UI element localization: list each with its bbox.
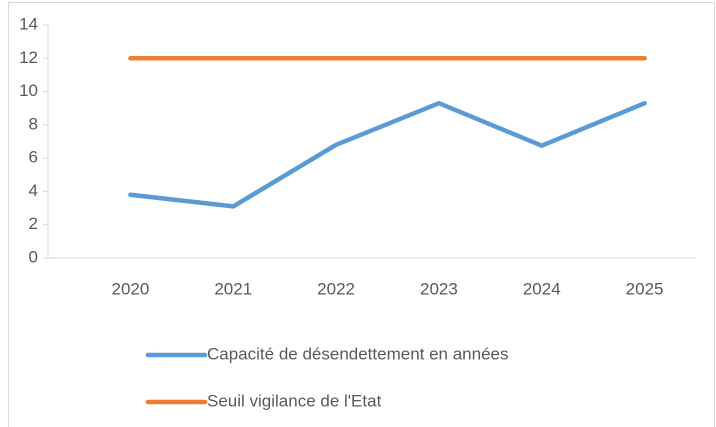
y-tick-label: 10 bbox=[19, 81, 38, 100]
y-tick-label: 0 bbox=[29, 247, 38, 266]
legend-label: Seuil vigilance de l'Etat bbox=[207, 391, 382, 410]
y-tick-label: 4 bbox=[29, 181, 38, 200]
x-tick-label: 2020 bbox=[112, 279, 150, 298]
y-tick-label: 6 bbox=[29, 148, 38, 167]
x-tick-label: 2023 bbox=[420, 279, 458, 298]
x-tick-label: 2025 bbox=[626, 279, 664, 298]
line-series bbox=[128, 100, 647, 209]
y-tick-label: 14 bbox=[19, 14, 38, 33]
y-tick-label: 2 bbox=[29, 214, 38, 233]
legend-label: Capacité de désendettement en années bbox=[207, 344, 509, 363]
x-tick-label: 2022 bbox=[317, 279, 355, 298]
x-tick-label: 2024 bbox=[523, 279, 561, 298]
chart-border bbox=[8, 2, 715, 427]
y-tick-label: 12 bbox=[19, 48, 38, 67]
y-tick-label: 8 bbox=[29, 114, 38, 133]
x-tick-label: 2021 bbox=[214, 279, 252, 298]
